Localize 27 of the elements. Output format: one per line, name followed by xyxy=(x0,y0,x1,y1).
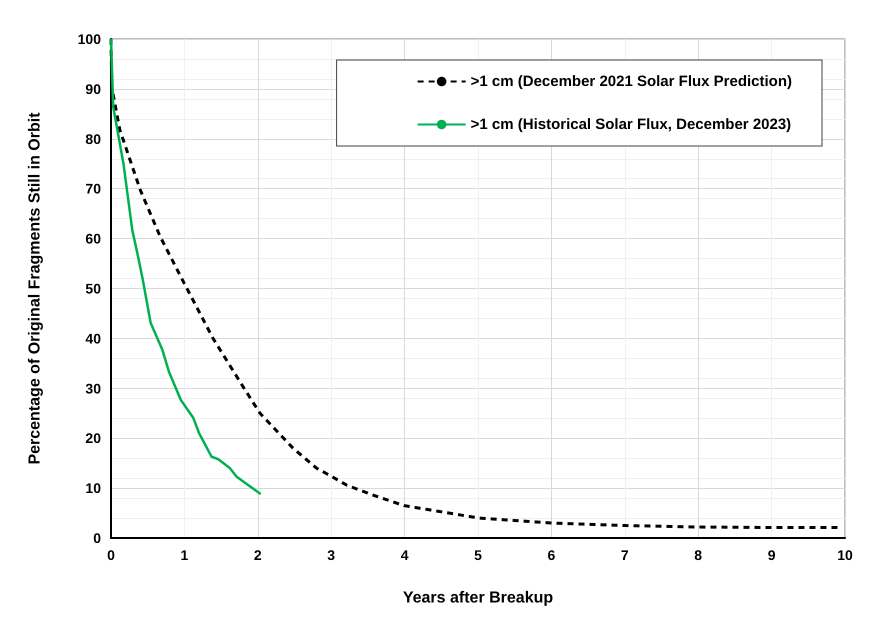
x-tick-label: 0 xyxy=(107,547,116,563)
x-tick-label: 4 xyxy=(400,547,409,563)
legend-label: >1 cm (Historical Solar Flux, December 2023) xyxy=(470,116,792,133)
x-tick-label: 3 xyxy=(327,547,336,563)
y-axis-title: Percentage of Original Fragments Still in Orbit xyxy=(26,112,44,465)
y-tick-label: 80 xyxy=(85,130,102,147)
x-tick-label: 6 xyxy=(548,547,556,563)
y-tick-label: 40 xyxy=(85,330,102,346)
y-tick-label: 100 xyxy=(78,31,102,47)
y-tick-label: 10 xyxy=(85,480,102,496)
y-tick-label: 90 xyxy=(85,80,102,97)
y-tick-label: 70 xyxy=(85,180,102,197)
line-series xyxy=(110,38,262,496)
y-tick-label: 60 xyxy=(85,230,102,247)
y-tick-label: 50 xyxy=(85,280,102,296)
x-tick-label: 9 xyxy=(768,547,776,563)
y-tick-label: 20 xyxy=(85,430,102,446)
legend-label: >1 cm (December 2021 Solar Flux Prediction) xyxy=(470,73,792,90)
x-tick-label: 7 xyxy=(620,547,629,563)
y-tick-label: 30 xyxy=(85,380,102,396)
x-axis-title: Years after Breakup xyxy=(402,590,554,606)
x-tick-label: 5 xyxy=(474,547,482,563)
y-tick-label: 0 xyxy=(93,530,102,546)
x-tick-label: 2 xyxy=(254,547,262,563)
x-tick-label: 8 xyxy=(694,547,702,563)
x-tick-label: 1 xyxy=(180,547,188,563)
x-tick-label: 10 xyxy=(837,547,853,563)
